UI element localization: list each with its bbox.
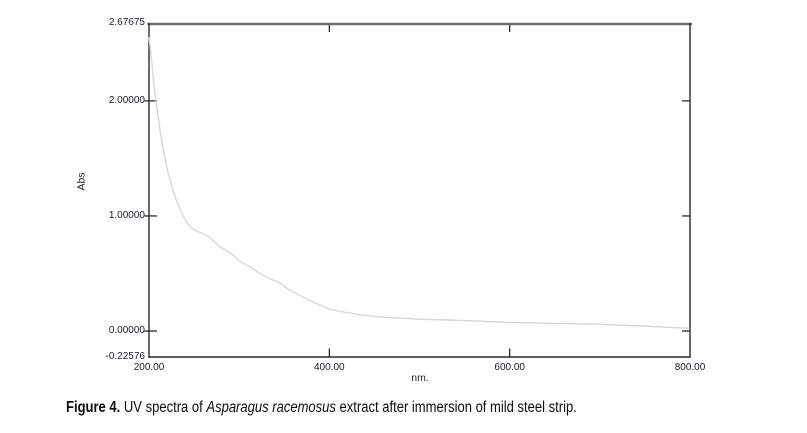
figure-caption-species: Asparagus racemosus bbox=[206, 399, 336, 416]
uv-spectrum-chart bbox=[144, 22, 692, 358]
x-tick-label: 600.00 bbox=[494, 362, 525, 373]
figure-caption: Figure 4. UV spectra of Asparagus racemo… bbox=[66, 398, 577, 417]
x-tick-label: 400.00 bbox=[314, 362, 345, 373]
y-tick-label: 0.00000 bbox=[108, 325, 145, 336]
y-tick-label: 2.67675 bbox=[108, 17, 145, 28]
y-tick-label: 2.00000 bbox=[108, 94, 145, 106]
figure-caption-text: extract after immersion of mild steel st… bbox=[335, 399, 577, 416]
x-axis-title: nm. bbox=[411, 372, 429, 384]
spectrum-curve bbox=[148, 36, 688, 329]
y-axis-title: Abs bbox=[75, 172, 88, 191]
figure-caption-text: UV spectra of bbox=[120, 399, 207, 416]
figure-caption-label: Figure 4. bbox=[66, 399, 121, 416]
y-tick-label: 1.00000 bbox=[108, 209, 145, 221]
y-tick-label: -0.22576 bbox=[105, 351, 145, 362]
x-tick-label: 200.00 bbox=[133, 362, 165, 373]
x-tick-label: 800.00 bbox=[674, 362, 706, 373]
